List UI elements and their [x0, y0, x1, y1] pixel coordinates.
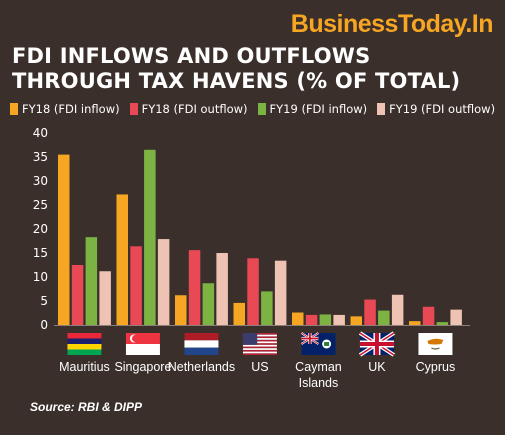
y-tick-label: 35: [33, 150, 48, 164]
bar-fy18-fdi-inflow: [58, 154, 70, 325]
bar-fy19-fdi-outflow: [450, 309, 462, 325]
brand-logo: BusinessToday.In: [290, 10, 494, 38]
bar-fy19-fdi-outflow: [391, 294, 404, 325]
bar-fy19-fdi-outflow: [274, 260, 287, 325]
singapore-flag-icon: [125, 333, 160, 355]
legend-item-fy18-inflow: FY18 (FDI inflow): [10, 102, 120, 116]
chart-title-line-2: THROUGH TAX HAVENS (% OF TOTAL): [12, 69, 461, 93]
x-category-label: UK: [368, 360, 386, 374]
bar-fy19-fdi-inflow: [202, 283, 215, 325]
us-flag-icon: [242, 333, 277, 355]
legend-item-fy18-outflow: FY18 (FDI outflow): [129, 102, 248, 116]
cayman-islands-flag-icon: [300, 332, 336, 355]
legend-label: FY18 (FDI outflow): [141, 102, 248, 116]
legend-item-fy19-outflow: FY19 (FDI outflow): [377, 102, 495, 116]
y-tick-label: 10: [33, 270, 48, 284]
x-category-label: Mauritius: [59, 360, 110, 374]
legend-label: FY19 (FDI outflow): [389, 102, 496, 116]
bar-fy18-fdi-outflow: [364, 299, 376, 325]
x-category-label: Islands: [299, 376, 339, 390]
bar-fy18-fdi-outflow: [422, 306, 435, 325]
chart-title: FDI INFLOWS AND OUTFLOWS THROUGH TAX HAV…: [12, 44, 492, 94]
bar-fy19-fdi-inflow: [378, 310, 390, 325]
y-tick-label: 40: [33, 126, 48, 140]
bar-fy19-fdi-inflow: [261, 291, 273, 325]
bar-fy18-fdi-inflow: [116, 194, 128, 325]
y-tick-label: 25: [33, 198, 48, 212]
bar-fy18-fdi-outflow: [188, 250, 201, 325]
x-category-label: Cayman: [295, 360, 342, 374]
cyprus-flag-icon: [418, 333, 453, 355]
y-tick-label: 30: [33, 174, 48, 188]
bar-fy18-fdi-inflow: [292, 312, 304, 325]
bar-fy19-fdi-outflow: [99, 271, 111, 325]
y-tick-label: 5: [40, 294, 48, 308]
bar-fy19-fdi-outflow: [157, 239, 170, 325]
legend-label: FY19 (FDI inflow): [269, 102, 368, 116]
bar-fy18-fdi-outflow: [247, 258, 259, 325]
x-category-label: Singapore: [114, 360, 171, 374]
netherlands-flag-icon: [184, 333, 219, 355]
chart-legend: FY18 (FDI inflow) FY18 (FDI outflow) FY1…: [10, 102, 495, 116]
chart-title-line-1: FDI INFLOWS AND OUTFLOWS: [12, 44, 371, 68]
bar-fy19-fdi-outflow: [216, 253, 228, 325]
bar-fy19-fdi-inflow: [436, 322, 449, 325]
bar-fy19-fdi-outflow: [333, 314, 345, 325]
y-tick-label: 0: [40, 318, 48, 332]
bar-fy19-fdi-inflow: [144, 149, 156, 325]
mauritius-flag-icon: [67, 333, 102, 355]
legend-item-fy19-inflow: FY19 (FDI inflow): [257, 102, 368, 116]
bar-fy19-fdi-inflow: [319, 314, 332, 325]
bar-fy18-fdi-outflow: [71, 265, 84, 325]
bar-fy18-fdi-outflow: [130, 246, 142, 325]
x-category-label: US: [251, 360, 268, 374]
legend-swatch: [10, 103, 18, 115]
legend-swatch: [129, 103, 138, 115]
y-tick-label: 15: [33, 246, 48, 260]
bar-fy18-fdi-inflow: [409, 321, 421, 325]
bar-fy18-fdi-inflow: [233, 302, 245, 325]
bar-fy18-fdi-inflow: [350, 316, 362, 325]
bar-fy18-fdi-outflow: [305, 314, 318, 325]
legend-swatch: [377, 103, 386, 115]
uk-flag-icon: [358, 331, 396, 357]
bar-fy19-fdi-inflow: [85, 237, 98, 325]
source-note: Source: RBI & DIPP: [30, 400, 143, 414]
x-category-label: Cyprus: [416, 360, 456, 374]
y-tick-label: 20: [33, 222, 48, 236]
legend-swatch: [257, 103, 266, 115]
legend-label: FY18 (FDI inflow): [22, 102, 120, 116]
bar-fy18-fdi-inflow: [175, 295, 187, 325]
x-category-label: Netherlands: [168, 360, 235, 374]
